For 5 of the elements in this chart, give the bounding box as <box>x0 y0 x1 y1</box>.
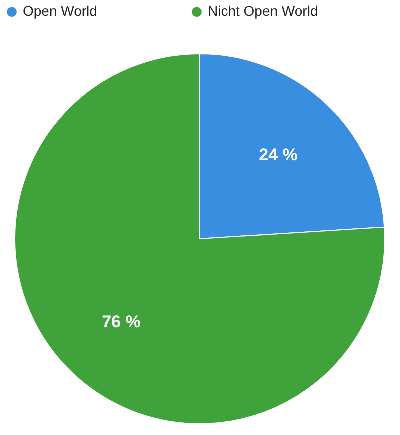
data-label: 24 % <box>259 145 298 164</box>
pie-slice <box>14 54 386 424</box>
legend-label: Open World <box>23 3 98 20</box>
legend-label: Nicht Open World <box>208 3 318 20</box>
data-label: 76 % <box>102 312 141 332</box>
